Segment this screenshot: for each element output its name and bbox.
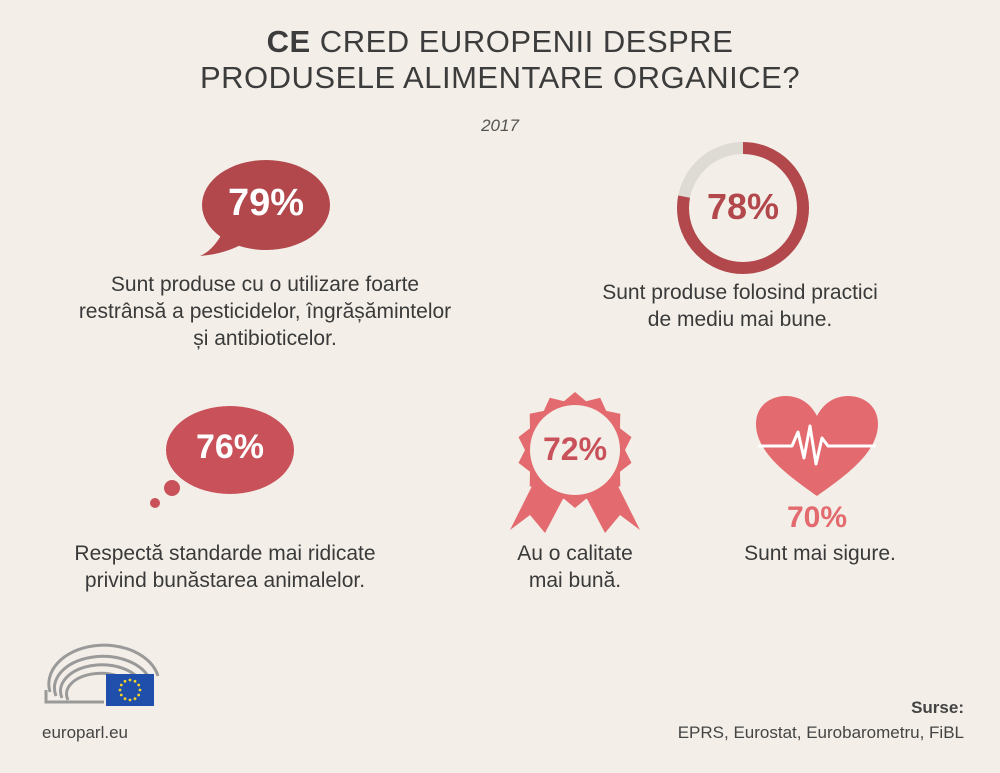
caption-environment: Sunt produse folosind practici de mediu …: [602, 281, 878, 331]
heart-pulse-icon: [756, 396, 878, 496]
sources-text: EPRS, Eurostat, Eurobarometru, FiBL: [677, 723, 964, 742]
progress-ring-fill: [677, 142, 809, 274]
stat-value-environment: 78%: [706, 186, 780, 227]
speech-bubble-icon: [200, 160, 330, 256]
site-url[interactable]: europarl.eu: [42, 723, 129, 742]
stat-value-animal-welfare: 76%: [195, 428, 265, 466]
eu-star: [133, 679, 137, 683]
eu-star: [137, 693, 141, 697]
eu-star: [118, 688, 122, 692]
year-label: 2017: [481, 116, 519, 135]
stat-value-pesticides: 79%: [227, 182, 305, 224]
progress-ring-icon: [677, 142, 809, 274]
european-parliament-logo: [44, 643, 160, 706]
stat-value-safety: 70%: [786, 501, 848, 534]
eu-star: [137, 683, 141, 687]
eu-star: [138, 688, 142, 692]
thought-bubble-icon: [150, 406, 294, 508]
caption-pesticides: Sunt produse cu o utilizare foarte restr…: [78, 273, 452, 350]
eu-star: [133, 697, 137, 701]
page-title-line2: PRODUSELE ALIMENTARE ORGANICE?: [199, 60, 801, 95]
caption-safety: Sunt mai sigure.: [744, 542, 896, 565]
sources-label: Surse:: [911, 698, 964, 717]
page-title-line1: CE CRED EUROPENII DESPRE: [266, 24, 734, 59]
caption-quality: Au o calitate mai bună.: [517, 542, 633, 592]
caption-animal-welfare: Respectă standarde mai ridicate privind …: [74, 542, 376, 592]
eu-star: [123, 697, 127, 701]
stat-value-quality: 72%: [542, 431, 608, 467]
eu-star: [128, 698, 132, 702]
eu-star: [119, 693, 123, 697]
award-rosette-icon: [510, 392, 640, 533]
eu-star: [123, 679, 127, 683]
eu-star: [128, 678, 132, 682]
eu-star: [119, 683, 123, 687]
